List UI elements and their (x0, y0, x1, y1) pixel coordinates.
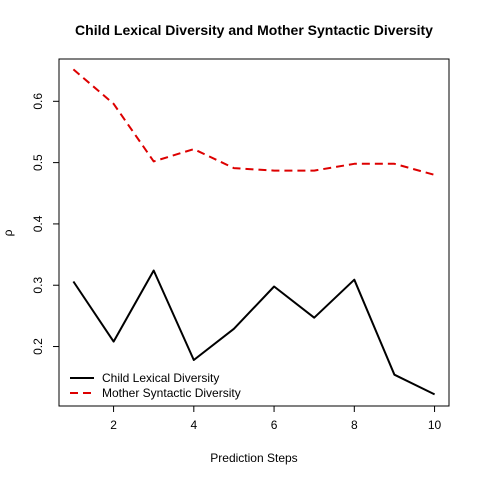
x-axis-label: Prediction Steps (210, 451, 297, 465)
y-tick-label: 0.3 (31, 277, 45, 294)
y-tick-label: 0.5 (31, 154, 45, 171)
chart-title: Child Lexical Diversity and Mother Synta… (75, 22, 433, 38)
legend-label-child-lexical-diversity: Child Lexical Diversity (102, 371, 219, 385)
series-layer (72, 68, 436, 396)
y-tick-label: 0.4 (31, 215, 45, 232)
x-tick-label: 4 (190, 418, 197, 432)
series-line-child-lexical-diversity (72, 269, 436, 396)
x-tick-label: 8 (351, 418, 358, 432)
legend: Child Lexical Diversity Mother Syntactic… (70, 371, 241, 400)
y-axis: 0.2 0.3 0.4 0.5 0.6 (31, 93, 59, 355)
x-axis: 2 4 6 8 10 (110, 406, 442, 432)
plot-frame (58, 58, 450, 407)
x-tick-label: 2 (110, 418, 117, 432)
y-axis-label: ρ (1, 229, 15, 236)
x-tick-label: 6 (271, 418, 278, 432)
legend-label-mother-syntactic-diversity: Mother Syntactic Diversity (102, 386, 241, 400)
y-tick-label: 0.2 (31, 338, 45, 355)
x-tick-label: 10 (428, 418, 442, 432)
series-line-mother-syntactic-diversity (72, 68, 435, 176)
y-tick-label: 0.6 (31, 93, 45, 110)
